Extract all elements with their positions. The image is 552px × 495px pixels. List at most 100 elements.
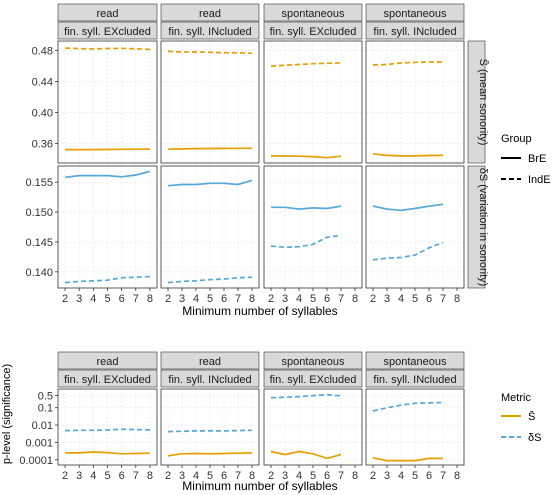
row1-ytick-label: 0.48 xyxy=(32,45,53,57)
top-strip-sub-3 xyxy=(365,21,465,40)
row2-xtick-label-2: 5 xyxy=(310,293,316,305)
row2-xtick-label-2: 7 xyxy=(338,293,344,305)
row2-xtick-label-2: 6 xyxy=(324,293,330,305)
row3-xtick-label-1: 3 xyxy=(179,470,185,482)
row3-line-a-panel-0 xyxy=(65,451,150,455)
row3-xtick-label-1: 5 xyxy=(207,470,213,482)
row1-row-strip-symbol: S̄ xyxy=(477,59,490,69)
row3-line-b-panel-1 xyxy=(167,429,253,433)
bottom-strip-sub-0 xyxy=(57,369,158,388)
bottom-strip-top-label-0: read xyxy=(96,356,118,368)
row2-xtick-label-1: 2 xyxy=(165,293,171,305)
bottom-strip-top-2 xyxy=(263,351,363,370)
row2-xtick-label-0: 7 xyxy=(133,293,139,305)
row3-line-a-panel-1 xyxy=(167,452,253,457)
row1-panel-border-2 xyxy=(263,40,363,164)
row2-xtick-label-3: 6 xyxy=(426,293,432,305)
row3-xtick-label-1: 4 xyxy=(193,470,199,482)
row2-line-b-panel-2 xyxy=(270,234,342,249)
row2-xtick-label-3: 8 xyxy=(454,293,460,305)
row2-xtick-label-2: 3 xyxy=(282,293,288,305)
row3-xtick-label-3: 8 xyxy=(454,470,460,482)
row1-row-strip xyxy=(467,40,486,164)
row3-xtick-label-0: 3 xyxy=(76,470,82,482)
top-strip-sub-label-3: fin. syll. INcluded xyxy=(373,26,456,38)
row3-xtick-label-0: 6 xyxy=(119,470,125,482)
row3-xtick-label-2: 8 xyxy=(352,470,358,482)
legend-inde-label: IndE xyxy=(528,174,551,186)
top-facet-grid: read fin. syll. EXcluded read fin. syll. IN… xyxy=(25,3,490,305)
legend-delta-label: δS xyxy=(528,432,541,444)
row1-row-strip-label: S̄ (mean sonority) xyxy=(477,59,490,146)
top-strip-sub-label-0: fin. syll. EXcluded xyxy=(64,26,151,38)
top-strip-top-1 xyxy=(160,3,260,22)
row2-xtick-label-1: 3 xyxy=(179,293,185,305)
row1-ytick-label: 0.40 xyxy=(32,107,53,119)
row3-xtick-label-3: 5 xyxy=(412,470,418,482)
bottom-y-axis-title: p-level (significance) xyxy=(1,364,13,464)
row2-xtick-label-0: 3 xyxy=(76,293,82,305)
bottom-strip-sub-1 xyxy=(160,369,260,388)
row2-xtick-label-3: 5 xyxy=(412,293,418,305)
row3-xtick-label-3: 7 xyxy=(440,470,446,482)
bottom-x-axis-title: Minimum number of syllables xyxy=(182,479,337,493)
row3-line-b-panel-3 xyxy=(372,401,444,412)
row1-line-b-panel-3 xyxy=(372,61,443,66)
top-strip-top-3 xyxy=(365,3,465,22)
row2-row-strip-text: (variation in sonority) xyxy=(477,184,489,286)
row3-xtick-label-2: 3 xyxy=(282,470,288,482)
row3-ytick-label: 0.001 xyxy=(25,437,53,449)
row1-row-strip-text: (mean sonority) xyxy=(477,69,489,145)
row2-xtick-label-1: 4 xyxy=(193,293,199,305)
row3-xtick-label-3: 2 xyxy=(370,470,376,482)
bottom-strip-top-label-1: read xyxy=(199,356,221,368)
row2-xtick-label-3: 2 xyxy=(370,293,376,305)
row1-line-a-panel-1 xyxy=(167,147,252,151)
top-strip-sub-2 xyxy=(263,21,363,40)
row2-line-b-panel-1 xyxy=(167,276,253,284)
top-strip-sub-0 xyxy=(57,21,158,40)
legend-mean-label: S̄ xyxy=(528,410,535,423)
top-strip-top-label-2: spontaneous xyxy=(282,8,345,20)
row3-xtick-label-2: 2 xyxy=(268,470,274,482)
top-strip-top-2 xyxy=(263,3,363,22)
row2-xtick-label-0: 8 xyxy=(147,293,153,305)
row2-line-b-panel-3 xyxy=(372,241,444,261)
row2-xtick-label-2: 2 xyxy=(268,293,274,305)
row1-panel-border-1 xyxy=(160,40,260,164)
bottom-strip-sub-3 xyxy=(365,369,465,388)
row2-xtick-label-0: 5 xyxy=(104,293,110,305)
row2-line-a-panel-1 xyxy=(167,179,253,187)
row2-xtick-label-0: 2 xyxy=(62,293,68,305)
row3-ytick-label: 0.01 xyxy=(32,420,53,432)
bottom-strip-top-label-3: spontaneous xyxy=(384,356,447,368)
row3-xtick-label-0: 5 xyxy=(104,470,110,482)
legend-metric-title: Metric xyxy=(501,392,531,404)
top-strip-sub-label-2: fin. syll. EXcluded xyxy=(270,26,357,38)
row1-line-a-panel-3 xyxy=(372,152,444,157)
row3-xtick-label-1: 2 xyxy=(165,470,171,482)
row3-xtick-label-0: 7 xyxy=(133,470,139,482)
row3-ytick-label: 0.5 xyxy=(38,391,53,403)
row2-xtick-label-2: 8 xyxy=(352,293,358,305)
row3-xtick-label-2: 4 xyxy=(296,470,302,482)
top-strip-top-label-0: read xyxy=(96,8,118,20)
row2-ytick-label: 0.150 xyxy=(25,207,53,219)
row3-line-a-panel-2 xyxy=(270,450,342,460)
row3-xtick-label-1: 6 xyxy=(221,470,227,482)
row1-line-b-panel-2 xyxy=(270,62,342,68)
bottom-strip-top-label-2: spontaneous xyxy=(282,356,345,368)
row3-xtick-label-2: 7 xyxy=(338,470,344,482)
row3-xtick-label-0: 8 xyxy=(147,470,153,482)
row3-line-a-panel-3 xyxy=(372,456,443,462)
bottom-facet-grid: read fin. syll. EXcluded read fin. syll. IN… xyxy=(19,351,465,482)
top-strip-top-label-1: read xyxy=(199,8,221,20)
legend-metric: Metric S̄ δS xyxy=(501,392,541,444)
row1-line-a-panel-2 xyxy=(270,155,342,159)
row2-xtick-label-0: 6 xyxy=(119,293,125,305)
row2-line-a-panel-2 xyxy=(271,205,342,210)
bottom-strip-top-0 xyxy=(57,351,158,370)
legend-group: Group BrE IndE xyxy=(501,133,551,186)
row2-xtick-label-1: 5 xyxy=(207,293,213,305)
